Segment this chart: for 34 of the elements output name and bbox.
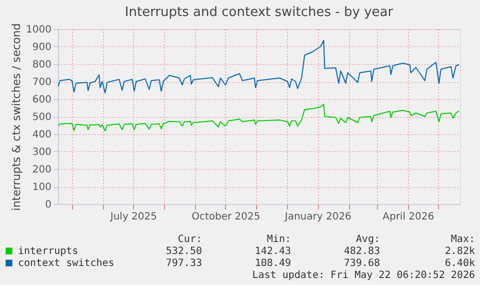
y-tick-label: 700 <box>32 77 52 88</box>
text: 6.40k <box>444 258 475 269</box>
text: Last update: Fri May 22 06:20:52 2026 <box>252 270 475 281</box>
text: Max: <box>450 234 475 245</box>
y-tick-label: 800 <box>32 60 52 70</box>
y-tick-label: 900 <box>32 42 52 53</box>
y-tick-label: 400 <box>32 130 52 140</box>
text: 108.49 <box>254 258 291 269</box>
x-tick-label: October 2025 <box>192 212 260 222</box>
line-series <box>58 40 460 94</box>
x-tick-label: July 2025 <box>109 212 157 222</box>
x-tick-label: January 2026 <box>284 212 352 222</box>
legend-label: interrupts <box>18 246 78 257</box>
y-tick-label: 100 <box>32 182 52 193</box>
y-tick-label: 1000 <box>26 24 52 36</box>
text: 797.33 <box>166 258 202 269</box>
text: 532.50 <box>166 246 202 257</box>
y-tick-label: 600 <box>32 94 52 106</box>
y-tick-label: 0 <box>45 200 52 210</box>
y-axis-title: interrupts & ctx switches / second <box>10 23 24 211</box>
text: 739.68 <box>344 258 380 269</box>
text: 142.43 <box>254 246 291 257</box>
text: 482.83 <box>344 246 380 257</box>
text: Cur: <box>178 234 202 245</box>
y-tick-label: 300 <box>32 147 52 158</box>
x-tick-label: April 2026 <box>382 212 434 222</box>
text: Min: <box>266 234 291 245</box>
text: Avg: <box>356 234 380 245</box>
chart-title: Interrupts and context switches - by year <box>124 4 394 20</box>
y-tick-label: 200 <box>32 164 52 176</box>
legend-label: context switches <box>18 258 114 269</box>
text: 2.82k <box>444 246 475 257</box>
y-tick-label: 500 <box>32 112 52 123</box>
line-series <box>58 104 460 132</box>
